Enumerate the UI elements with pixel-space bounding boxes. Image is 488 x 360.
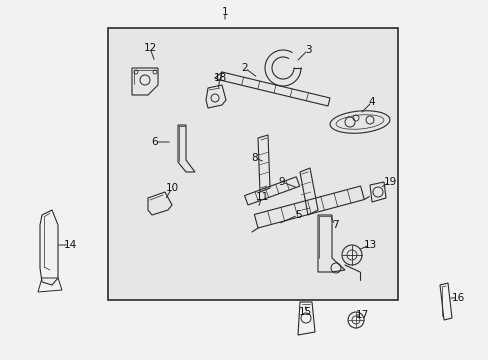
Text: 18: 18 (213, 73, 226, 83)
Text: 1: 1 (221, 7, 228, 17)
Bar (108, 28, 397, 300)
Text: 9: 9 (278, 177, 285, 187)
Text: 13: 13 (363, 240, 376, 250)
Text: 16: 16 (450, 293, 464, 303)
Text: 17: 17 (355, 310, 368, 320)
Text: 6: 6 (151, 137, 158, 147)
Text: 5: 5 (294, 210, 301, 220)
Text: 8: 8 (251, 153, 258, 163)
Text: 15: 15 (298, 307, 311, 317)
Text: 11: 11 (255, 192, 268, 202)
Text: 2: 2 (241, 63, 248, 73)
Text: 14: 14 (63, 240, 77, 250)
Text: 4: 4 (368, 97, 375, 107)
Text: 12: 12 (143, 43, 156, 53)
Text: 10: 10 (165, 183, 178, 193)
Text: 19: 19 (383, 177, 396, 187)
Text: 7: 7 (331, 220, 338, 230)
Text: 3: 3 (304, 45, 311, 55)
